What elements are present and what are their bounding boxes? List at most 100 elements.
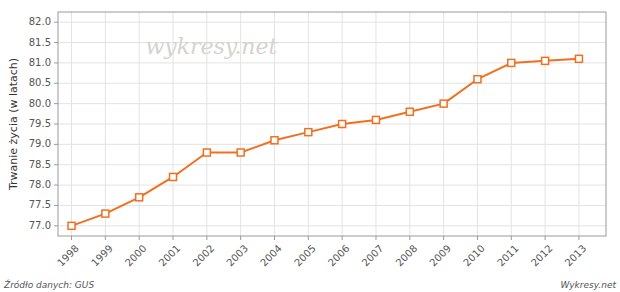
x-tick-label: 2006 [326,243,352,269]
y-axis: 77.0 77.5 78.0 78.5 79.0 79.5 80.0 80.5 81.0 81.5… [29,16,58,231]
x-tick [443,236,444,240]
x-tick-label: 2002 [191,243,217,269]
x-tick [274,236,275,240]
y-grid-line [58,144,606,145]
y-grid-line [58,103,606,104]
x-grid-line [477,12,478,236]
data-point [372,116,379,123]
y-tick [54,225,58,226]
y-tick-label: 77.5 [29,199,51,210]
y-grid-line [58,185,606,186]
data-point [136,194,143,201]
x-tick-label: 2013 [563,243,589,269]
x-tick-label: 1999 [89,243,115,269]
y-tick-label: 81.5 [29,37,51,48]
x-tick-label: 2004 [258,243,284,269]
y-tick-label: 82.0 [29,16,51,27]
data-point [203,149,210,156]
x-tick-label: 2003 [224,243,250,269]
y-tick [54,42,58,43]
x-grid-line [409,12,410,236]
x-grid-line [443,12,444,236]
x-tick-label: 2000 [123,243,149,269]
x-tick-label: 2009 [427,243,453,269]
y-tick [54,205,58,206]
x-tick [206,236,207,240]
data-point [440,100,447,107]
x-tick [511,236,512,240]
data-point [575,55,582,62]
x-tick-label: 1998 [55,243,81,269]
y-tick-label: 81.0 [29,57,51,68]
x-grid-line [545,12,546,236]
x-tick [409,236,410,240]
y-tick [54,144,58,145]
data-point [271,137,278,144]
chart: wykresy.net 77.0 77.5 78.0 78.5 79.0 79.5 80.0 8… [0,0,620,292]
x-grid-line [511,12,512,236]
y-grid-line [58,225,606,226]
data-point [542,57,549,64]
y-tick-label: 80.5 [29,77,51,88]
y-grid-line [58,83,606,84]
data-point [508,59,515,66]
x-grid-line [308,12,309,236]
x-tick [342,236,343,240]
y-tick-label: 79.5 [29,118,51,129]
y-tick [54,103,58,104]
y-grid-line [58,124,606,125]
x-grid-line [105,12,106,236]
data-point [406,108,413,115]
x-grid-line [71,12,72,236]
y-grid-line [58,22,606,23]
x-tick [139,236,140,240]
x-tick-label: 2012 [529,243,555,269]
y-tick [54,124,58,125]
x-tick [173,236,174,240]
x-grid-line [139,12,140,236]
data-line [72,59,579,226]
x-tick [578,236,579,240]
y-tick-label: 78.5 [29,159,51,170]
x-tick-label: 2010 [461,243,487,269]
x-tick-label: 2011 [495,243,521,269]
chart-watermark: wykresy.net [145,34,277,59]
x-axis: 1998199920002001200220032004200520062007… [55,236,588,269]
y-tick [54,185,58,186]
y-tick [54,22,58,23]
grid [58,12,606,236]
data-point [237,149,244,156]
x-tick [545,236,546,240]
plot-frame [58,12,606,236]
y-tick [54,83,58,84]
x-tick-label: 2005 [292,243,318,269]
y-tick-label: 77.0 [29,220,51,231]
chart-container: wykresy.net 77.0 77.5 78.0 78.5 79.0 79.5 80.0 8… [0,0,620,292]
data-point [102,210,109,217]
data-point [68,222,75,229]
data-point [474,76,481,83]
y-grid-line [58,42,606,43]
x-tick [71,236,72,240]
x-tick [240,236,241,240]
y-tick-label: 78.0 [29,179,51,190]
y-tick [54,164,58,165]
data-point [339,121,346,128]
y-tick-label: 79.0 [29,138,51,149]
y-tick [54,62,58,63]
data-point [305,129,312,136]
x-grid-line [578,12,579,236]
y-tick-label: 80.0 [29,98,51,109]
x-tick-label: 2001 [157,243,183,269]
y-grid-line [58,205,606,206]
data-point [170,173,177,180]
source-text: Źródło danych: GUS [3,279,94,290]
x-tick [375,236,376,240]
x-tick [477,236,478,240]
plot-area [68,55,582,229]
x-tick [308,236,309,240]
y-axis-label: Trwanie życia (w latach) [7,58,20,191]
x-tick-label: 2008 [394,243,420,269]
x-tick [105,236,106,240]
watermark-text: Wykresy.net [560,280,616,290]
